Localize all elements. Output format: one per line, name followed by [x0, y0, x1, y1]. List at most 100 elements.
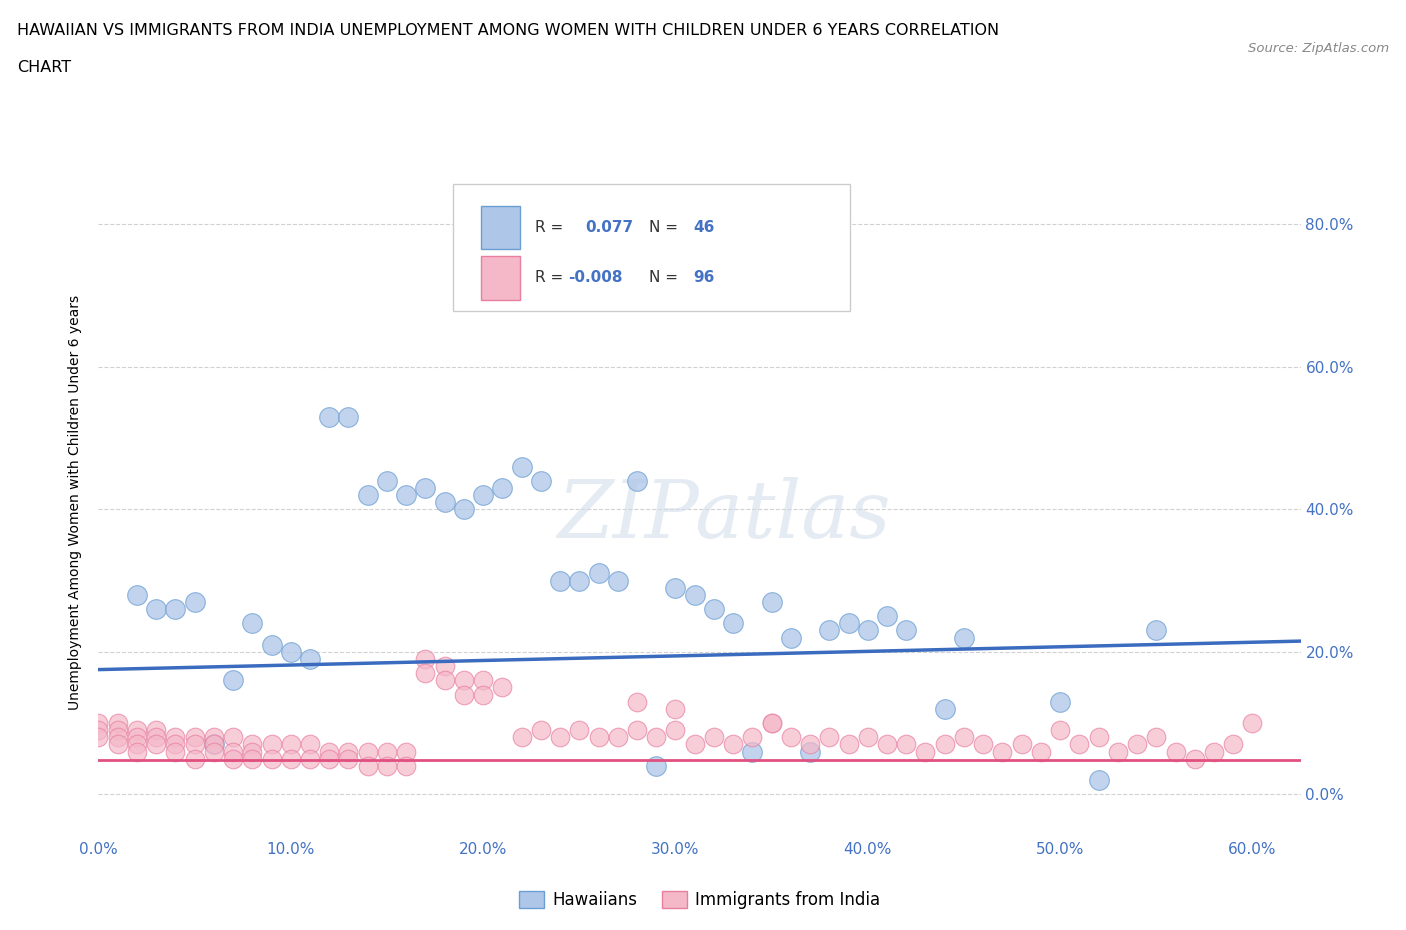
Text: R =: R =: [534, 271, 562, 286]
Point: [318, 409, 340, 424]
Point: [838, 616, 860, 631]
Point: [645, 730, 668, 745]
Point: [664, 580, 686, 595]
Point: [664, 701, 686, 716]
Point: [260, 751, 283, 766]
Point: [934, 701, 956, 716]
Point: [260, 737, 283, 751]
Point: [741, 730, 763, 745]
Point: [222, 672, 245, 687]
Text: 0.077: 0.077: [585, 220, 634, 235]
Point: [357, 758, 380, 773]
Point: [202, 730, 225, 745]
Point: [876, 609, 898, 624]
Point: [1241, 715, 1264, 730]
Point: [472, 487, 495, 502]
Point: [761, 715, 783, 730]
Point: [818, 730, 841, 745]
Point: [1184, 751, 1206, 766]
Point: [240, 737, 263, 751]
Point: [683, 737, 706, 751]
Point: [568, 573, 591, 588]
Text: CHART: CHART: [17, 60, 70, 75]
Point: [415, 652, 437, 667]
Point: [395, 744, 418, 759]
Point: [337, 744, 360, 759]
Point: [107, 715, 129, 730]
Point: [183, 730, 205, 745]
Point: [876, 737, 898, 751]
Point: [222, 744, 245, 759]
Point: [357, 744, 380, 759]
Point: [953, 730, 976, 745]
Point: [1144, 730, 1167, 745]
Point: [1087, 730, 1109, 745]
Point: [530, 473, 553, 488]
Point: [1164, 744, 1187, 759]
Point: [1107, 744, 1129, 759]
Point: [510, 459, 533, 474]
Point: [896, 623, 918, 638]
Point: [1069, 737, 1091, 751]
Point: [415, 481, 437, 496]
Text: Source: ZipAtlas.com: Source: ZipAtlas.com: [1249, 42, 1389, 55]
Point: [548, 573, 571, 588]
Point: [953, 631, 976, 645]
Point: [1202, 744, 1225, 759]
Point: [645, 758, 668, 773]
Point: [107, 723, 129, 737]
Point: [183, 751, 205, 766]
Point: [1222, 737, 1244, 751]
Point: [1126, 737, 1149, 751]
Point: [588, 566, 610, 581]
Text: N =: N =: [650, 271, 678, 286]
Point: [240, 744, 263, 759]
Point: [453, 502, 475, 517]
Point: [298, 737, 321, 751]
Point: [318, 744, 340, 759]
Point: [761, 715, 783, 730]
Point: [721, 616, 744, 631]
Point: [1144, 623, 1167, 638]
Point: [472, 687, 495, 702]
Point: [433, 658, 456, 673]
Point: [357, 487, 380, 502]
Text: R =: R =: [534, 220, 562, 235]
Point: [298, 751, 321, 766]
Point: [664, 723, 686, 737]
Point: [145, 730, 167, 745]
Point: [240, 616, 263, 631]
Point: [606, 730, 628, 745]
Legend: Hawaiians, Immigrants from India: Hawaiians, Immigrants from India: [512, 884, 887, 916]
FancyBboxPatch shape: [453, 184, 849, 312]
Point: [453, 672, 475, 687]
Point: [588, 730, 610, 745]
Point: [202, 737, 225, 751]
Point: [415, 666, 437, 681]
Point: [107, 730, 129, 745]
Point: [125, 737, 148, 751]
Point: [1011, 737, 1033, 751]
Point: [202, 744, 225, 759]
Point: [125, 744, 148, 759]
Point: [240, 751, 263, 766]
Point: [1049, 694, 1071, 709]
Point: [280, 751, 302, 766]
Point: [165, 730, 187, 745]
Text: N =: N =: [650, 220, 678, 235]
Point: [721, 737, 744, 751]
Point: [280, 737, 302, 751]
Point: [856, 730, 879, 745]
Text: 46: 46: [693, 220, 714, 235]
Point: [87, 730, 110, 745]
Point: [222, 751, 245, 766]
Point: [491, 481, 513, 496]
Point: [375, 744, 398, 759]
Point: [510, 730, 533, 745]
Point: [298, 652, 321, 667]
FancyBboxPatch shape: [481, 256, 520, 299]
Point: [337, 409, 360, 424]
Point: [991, 744, 1014, 759]
Point: [548, 730, 571, 745]
Text: ZIPatlas: ZIPatlas: [557, 477, 890, 554]
